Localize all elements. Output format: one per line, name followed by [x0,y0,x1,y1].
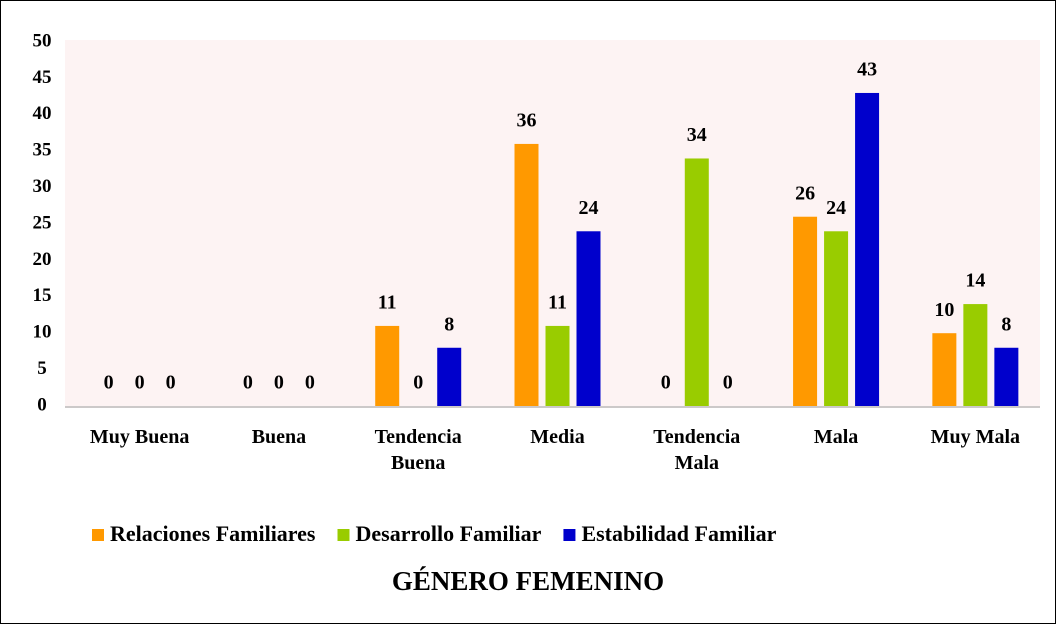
y-tick-label: 15 [33,285,52,306]
y-tick-label: 20 [33,249,52,270]
data-label: 0 [723,372,733,394]
bar [437,347,462,406]
y-tick-label: 25 [33,212,52,233]
data-label: 0 [243,372,253,394]
x-tick-label: Mala [813,426,859,448]
y-tick-label: 35 [33,140,52,161]
bar [576,231,601,406]
data-label: 14 [965,270,985,292]
bar [994,347,1019,406]
x-tick-label: Tendencia Buena [374,426,462,474]
data-label: 11 [548,292,567,314]
x-tick-label: Media [530,426,585,448]
data-label: 43 [857,59,877,81]
data-label: 0 [104,372,114,394]
data-label: 24 [826,197,846,219]
y-tick-label: 30 [33,176,52,197]
y-tick-label: 50 [33,30,52,51]
y-tick-label: 45 [33,67,52,88]
x-tick-label: Buena [251,426,307,448]
data-label: 0 [274,372,284,394]
bar [963,304,988,406]
bar [375,325,400,406]
data-label: 24 [579,197,599,219]
data-label: 8 [444,313,454,335]
legend-label: Estabilidad Familiar [581,521,776,546]
data-label: 26 [795,182,815,204]
legend-label: Desarrollo Familiar [356,521,542,546]
data-label: 34 [687,124,707,146]
bar [793,216,818,406]
data-label: 11 [378,292,397,314]
data-label: 36 [517,110,537,132]
data-label: 0 [413,372,423,394]
data-label: 10 [934,299,954,321]
bar [932,333,957,406]
y-tick-label: 0 [37,394,47,415]
data-label: 0 [661,372,671,394]
chart-title: GÉNERO FEMENINO [392,566,664,596]
y-tick-label: 10 [33,322,52,343]
data-label: 0 [135,372,145,394]
legend-swatch [92,529,104,541]
x-tick-label: Tendencia Mala [653,426,741,474]
data-label: 0 [166,372,176,394]
x-tick-label: Muy Buena [89,426,190,448]
bar [824,231,849,406]
bar [684,158,709,406]
bar [514,143,539,407]
bar [855,92,880,407]
legend-label: Relaciones Familiares [110,521,316,546]
bar [545,325,570,406]
legend-swatch [563,529,576,541]
data-label: 0 [305,372,315,394]
y-tick-label: 5 [37,358,47,379]
y-tick-label: 40 [33,103,52,124]
data-label: 8 [1001,313,1011,335]
legend-swatch [337,529,350,541]
x-tick-label: Muy Mala [930,426,1021,448]
